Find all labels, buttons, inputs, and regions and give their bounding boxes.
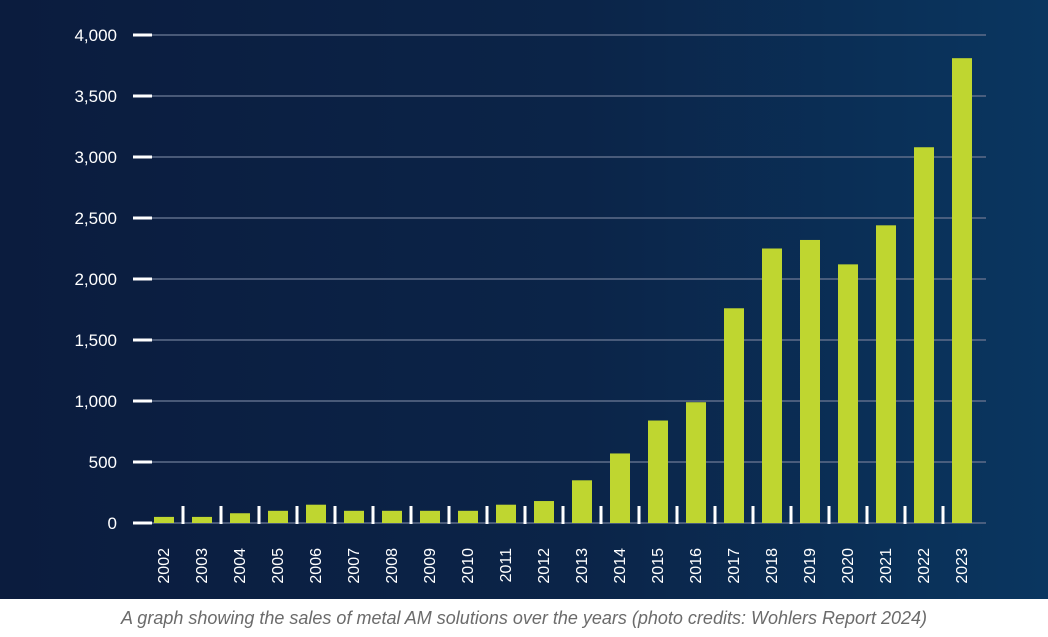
y-tick-label: 0	[108, 514, 117, 533]
bar	[876, 225, 896, 523]
x-tick-label: 2016	[688, 548, 705, 584]
x-tick-label: 2005	[270, 548, 287, 584]
y-tick-label: 500	[89, 453, 117, 472]
bar	[306, 504, 326, 523]
x-tick-label: 2017	[726, 548, 743, 584]
chart-caption: A graph showing the sales of metal AM so…	[120, 608, 928, 628]
bar	[800, 239, 820, 523]
bar	[192, 516, 212, 523]
x-tick-label: 2009	[422, 548, 439, 584]
y-tick-label: 4,000	[74, 26, 117, 45]
bar	[724, 308, 744, 523]
x-tick-label: 2003	[194, 548, 211, 584]
x-tick-label: 2006	[308, 548, 325, 584]
bar	[458, 510, 478, 523]
bar	[496, 504, 516, 523]
x-tick-label: 2020	[840, 548, 857, 584]
bar	[420, 510, 440, 523]
y-tick-label: 1,000	[74, 392, 117, 411]
y-tick-label: 3,500	[74, 87, 117, 106]
x-tick-label: 2011	[498, 548, 515, 583]
bar	[648, 420, 668, 523]
x-tick-label: 2008	[384, 548, 401, 584]
x-tick-label: 2015	[650, 548, 667, 584]
x-tick-label: 2004	[232, 548, 249, 584]
bar	[382, 510, 402, 523]
bar	[762, 248, 782, 523]
x-tick-label: 2014	[612, 548, 629, 584]
y-tick-label: 2,500	[74, 209, 117, 228]
x-tick-label: 2019	[802, 548, 819, 584]
bar	[268, 510, 288, 523]
x-tick-label: 2021	[878, 548, 895, 584]
y-tick-label: 2,000	[74, 270, 117, 289]
bar	[952, 58, 972, 524]
x-tick-label: 2002	[156, 548, 173, 584]
x-tick-label: 2012	[536, 548, 553, 584]
bar	[534, 501, 554, 523]
bar	[572, 480, 592, 523]
bar	[838, 264, 858, 523]
x-tick-label: 2010	[460, 548, 477, 584]
bar	[686, 402, 706, 523]
x-tick-label: 2007	[346, 548, 363, 584]
chart-panel: 0 500 1,000 1,500 2,000 2,500 3,000 3,500 4,000 2…	[0, 0, 1048, 599]
y-tick-label: 1,500	[74, 331, 117, 350]
bar	[230, 513, 250, 523]
y-tick-label: 3,000	[74, 148, 117, 167]
bar	[610, 453, 630, 523]
bar	[154, 516, 174, 523]
bar	[914, 147, 934, 524]
x-tick-label: 2023	[954, 548, 971, 584]
x-tick-label: 2018	[764, 548, 781, 584]
bar-chart: 0 500 1,000 1,500 2,000 2,500 3,000 3,500 4,000 2…	[74, 26, 986, 584]
x-tick-label: 2022	[916, 548, 933, 584]
x-tick-label: 2013	[574, 548, 591, 584]
bar	[344, 510, 364, 523]
